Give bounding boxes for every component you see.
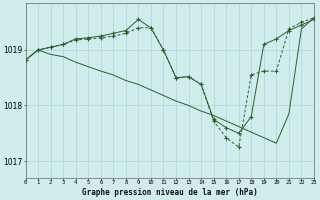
X-axis label: Graphe pression niveau de la mer (hPa): Graphe pression niveau de la mer (hPa) (82, 188, 258, 197)
